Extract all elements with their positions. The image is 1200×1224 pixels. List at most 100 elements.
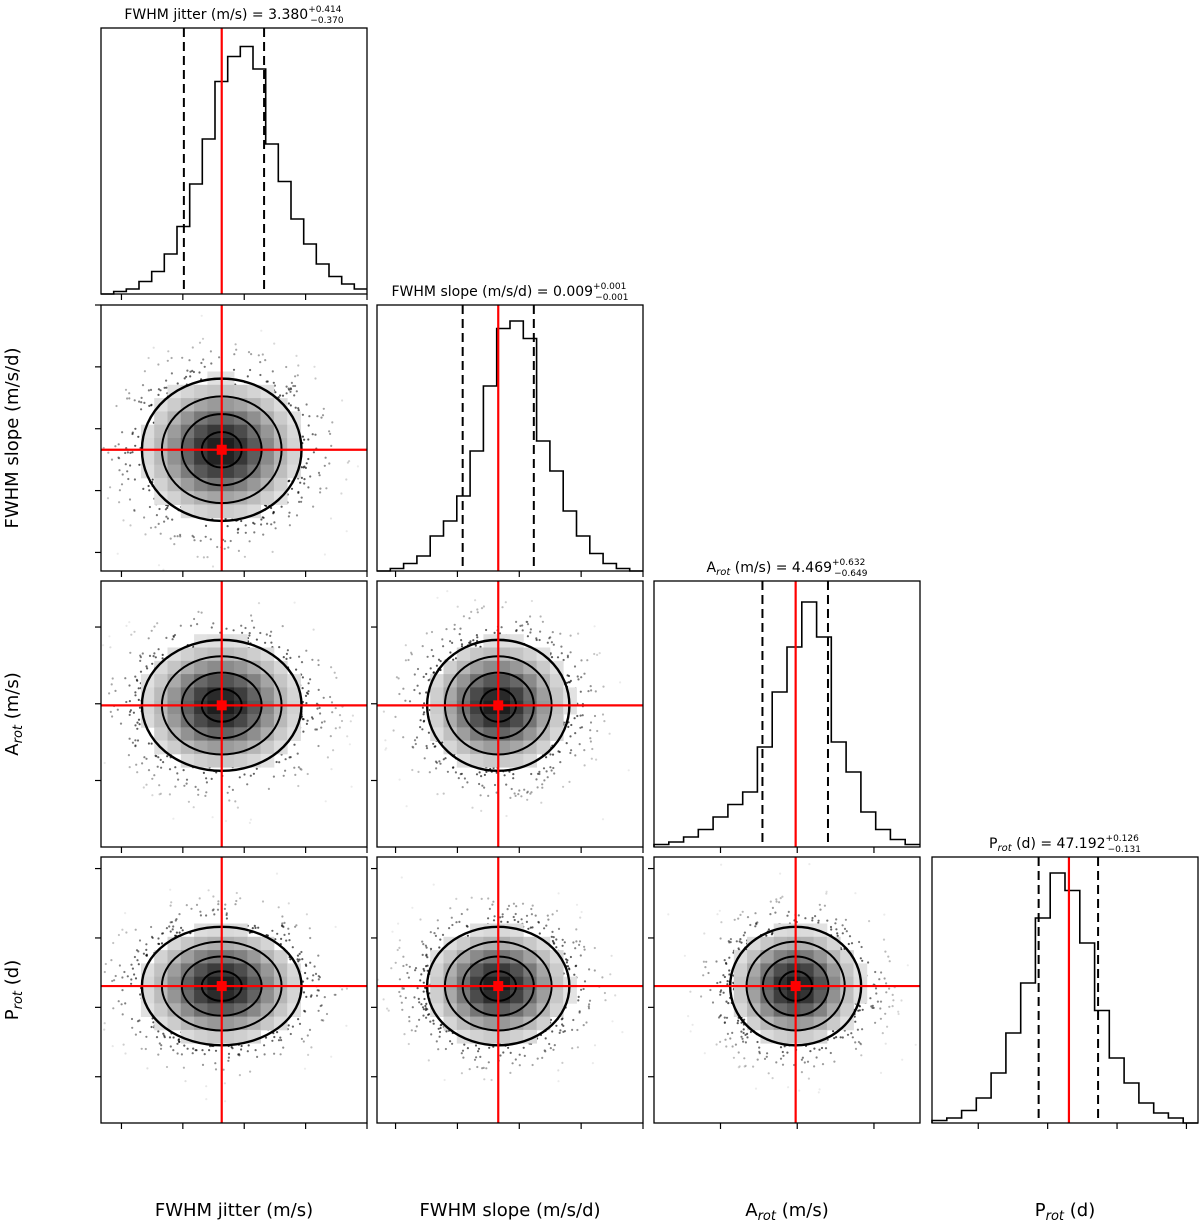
scatter-point	[683, 954, 687, 957]
scatter-point	[189, 624, 193, 627]
scatter-point	[578, 1011, 581, 1014]
density-cell	[154, 451, 168, 465]
scatter-point	[309, 475, 312, 478]
scatter-point	[137, 435, 140, 438]
scatter-point	[297, 407, 300, 410]
scatter-point	[512, 777, 515, 780]
scatter-point	[574, 754, 577, 757]
scatter-point	[800, 1058, 804, 1061]
density-cell	[247, 674, 261, 688]
scatter-point	[854, 1041, 857, 1044]
scatter-point	[577, 995, 580, 999]
scatter-point	[308, 927, 311, 930]
scatter-point	[487, 794, 490, 798]
scatter-point	[301, 958, 304, 961]
scatter-point	[546, 776, 549, 779]
scatter-point	[876, 1000, 880, 1003]
scatter-point	[151, 662, 154, 665]
scatter-point	[174, 919, 177, 922]
scatter-point	[319, 712, 322, 715]
scatter-point	[119, 722, 123, 725]
scatter-point	[583, 764, 586, 767]
scatter-point	[563, 941, 566, 944]
scatter-point	[778, 901, 781, 904]
scatter-point	[765, 934, 768, 937]
scatter-point	[593, 652, 596, 656]
scatter-point	[426, 1008, 429, 1011]
scatter-point	[875, 992, 878, 995]
scatter-point	[722, 991, 725, 994]
scatter-point	[317, 744, 320, 748]
scatter-point	[825, 890, 828, 893]
scatter-point	[279, 1053, 282, 1056]
scatter-point	[313, 365, 316, 368]
title-lower-error: −0.370	[310, 16, 344, 26]
scatter-point	[201, 1049, 204, 1052]
density-cell	[180, 464, 195, 479]
scatter-point	[162, 761, 165, 764]
density-cell	[496, 1003, 511, 1017]
scatter-point	[720, 863, 723, 866]
scatter-point	[422, 675, 425, 679]
scatter-point	[128, 621, 131, 624]
scatter-point	[218, 356, 221, 359]
scatter-point	[164, 508, 167, 511]
scatter-point	[574, 965, 577, 968]
scatter-point	[461, 1049, 465, 1052]
scatter-point	[740, 1035, 743, 1038]
density-cell	[247, 451, 261, 465]
density-cell	[247, 727, 261, 741]
density-cell	[167, 477, 182, 492]
density-cell	[536, 976, 551, 991]
scatter-point	[580, 726, 584, 729]
density-cell	[483, 647, 498, 662]
scatter-point	[462, 615, 465, 618]
scatter-point	[273, 521, 276, 524]
scatter-point	[475, 634, 478, 637]
density-cell	[260, 451, 275, 465]
density-cell	[167, 660, 182, 675]
scatter-point	[567, 725, 570, 729]
scatter-point	[529, 628, 533, 631]
scatter-point	[157, 388, 160, 391]
scatter-point	[588, 968, 591, 971]
scatter-point	[565, 961, 569, 964]
scatter-point	[330, 444, 333, 447]
density-cell	[167, 740, 182, 755]
density-cell	[536, 950, 551, 964]
scatter-point	[217, 903, 220, 906]
scatter-point	[715, 960, 718, 963]
density-cell	[194, 1003, 208, 1017]
scatter-point	[513, 918, 516, 922]
scatter-point	[432, 1019, 435, 1022]
scatter-point	[139, 656, 142, 659]
scatter-point	[479, 645, 482, 649]
scatter-point	[176, 535, 179, 538]
scatter-point	[479, 794, 482, 797]
truth-point-marker	[216, 981, 227, 992]
scatter-point	[529, 926, 532, 929]
scatter-point	[307, 690, 310, 693]
density-cell	[167, 990, 182, 1004]
scatter-point	[755, 923, 758, 926]
scatter-point	[562, 658, 565, 662]
density-cell	[260, 438, 275, 452]
axis-label-rest: (d)	[2, 960, 23, 991]
scatter-point	[576, 714, 579, 718]
scatter-point	[408, 965, 411, 968]
histogram-title-jitter: FWHM jitter (m/s) = 3.380+0.414 −0.370	[124, 5, 344, 26]
scatter-point	[114, 689, 117, 693]
scatter-point	[124, 677, 127, 680]
scatter-point	[134, 1033, 137, 1036]
scatter-point	[111, 677, 114, 680]
scatter-point	[854, 1047, 858, 1050]
scatter-point	[319, 487, 322, 490]
scatter-point	[439, 1026, 442, 1030]
scatter-point	[549, 1047, 552, 1050]
scatter-point	[867, 961, 870, 964]
scatter-point	[118, 501, 121, 504]
scatter-point	[480, 775, 483, 778]
scatter-point	[280, 924, 284, 927]
density-cell	[234, 660, 248, 675]
